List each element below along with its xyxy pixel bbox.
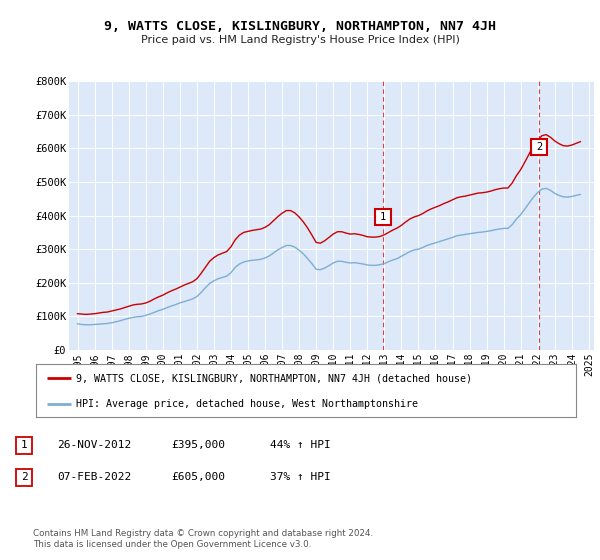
Text: 1: 1 (380, 212, 386, 222)
Text: 2: 2 (20, 472, 28, 482)
Text: 9, WATTS CLOSE, KISLINGBURY, NORTHAMPTON, NN7 4JH: 9, WATTS CLOSE, KISLINGBURY, NORTHAMPTON… (104, 20, 496, 32)
Text: 44% ↑ HPI: 44% ↑ HPI (270, 440, 331, 450)
Text: 26-NOV-2012: 26-NOV-2012 (57, 440, 131, 450)
Text: £395,000: £395,000 (171, 440, 225, 450)
Text: Contains HM Land Registry data © Crown copyright and database right 2024.
This d: Contains HM Land Registry data © Crown c… (33, 529, 373, 549)
Text: 9, WATTS CLOSE, KISLINGBURY, NORTHAMPTON, NN7 4JH (detached house): 9, WATTS CLOSE, KISLINGBURY, NORTHAMPTON… (77, 374, 473, 384)
Text: £605,000: £605,000 (171, 472, 225, 482)
Text: 37% ↑ HPI: 37% ↑ HPI (270, 472, 331, 482)
Text: HPI: Average price, detached house, West Northamptonshire: HPI: Average price, detached house, West… (77, 399, 419, 409)
Text: Price paid vs. HM Land Registry's House Price Index (HPI): Price paid vs. HM Land Registry's House … (140, 35, 460, 45)
Text: 07-FEB-2022: 07-FEB-2022 (57, 472, 131, 482)
Text: 1: 1 (20, 440, 28, 450)
Text: 2: 2 (536, 142, 542, 152)
